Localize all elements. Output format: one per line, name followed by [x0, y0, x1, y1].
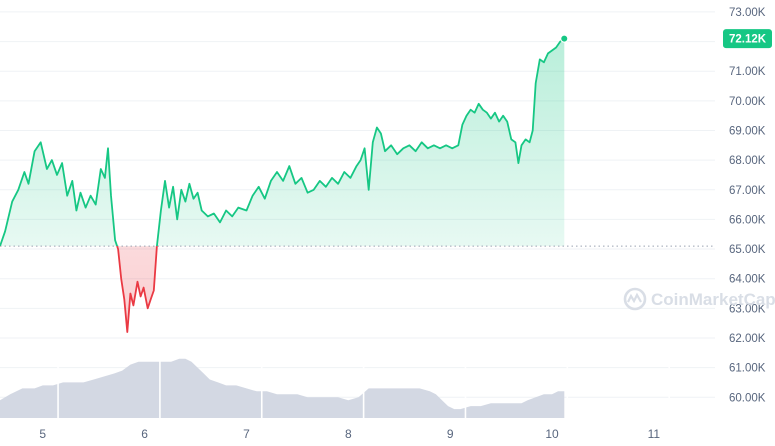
y-tick-label: 65.00K [729, 244, 766, 256]
x-axis: 5 6 7 8 9 10 11 [39, 427, 660, 441]
y-tick-label: 69.00K [729, 125, 766, 137]
volume-area [0, 358, 565, 418]
x-tick-label: 8 [345, 427, 352, 441]
price-fills [0, 38, 565, 332]
x-tick-label: 6 [141, 427, 148, 441]
watermark-logo [623, 287, 647, 311]
grid-lines [0, 11, 715, 398]
y-tick-label: 68.00K [729, 155, 766, 167]
x-tick-label: 9 [447, 427, 454, 441]
volume-area-path [0, 358, 565, 418]
down-fill [0, 246, 565, 332]
y-tick-label: 63.00K [729, 303, 766, 315]
y-tick-label: 70.00K [729, 96, 766, 108]
y-tick-label: 60.00K [729, 392, 766, 404]
y-tick-label: 66.00K [729, 214, 766, 226]
y-tick-label: 62.00K [729, 333, 766, 345]
x-tick-label: 10 [545, 427, 559, 441]
watermark-text: CoinMarketCap [651, 290, 775, 309]
price-lines [0, 37, 565, 333]
day-separators [57, 352, 670, 418]
y-tick-label: 61.00K [729, 363, 766, 375]
y-tick-label: 73.00K [729, 7, 766, 19]
watermark-logo-mark [627, 292, 642, 304]
y-axis: 73.00K72.00K71.00K70.00K69.00K68.00K67.0… [729, 7, 766, 404]
y-tick-label: 67.00K [729, 185, 766, 197]
current-price-dot [560, 34, 569, 43]
x-tick-label: 11 [648, 427, 661, 441]
x-tick-label: 5 [39, 427, 46, 441]
current-price-marker: 72.12K [560, 29, 772, 49]
y-tick-label: 71.00K [729, 66, 766, 78]
current-price-badge [723, 29, 772, 49]
y-tick-label: 64.00K [729, 274, 766, 286]
x-tick-label: 7 [243, 427, 250, 441]
up-fill [0, 38, 565, 247]
current-price-label: 72.12K [729, 34, 767, 46]
watermark: CoinMarketCap [623, 287, 775, 311]
price-line-up [0, 37, 565, 247]
